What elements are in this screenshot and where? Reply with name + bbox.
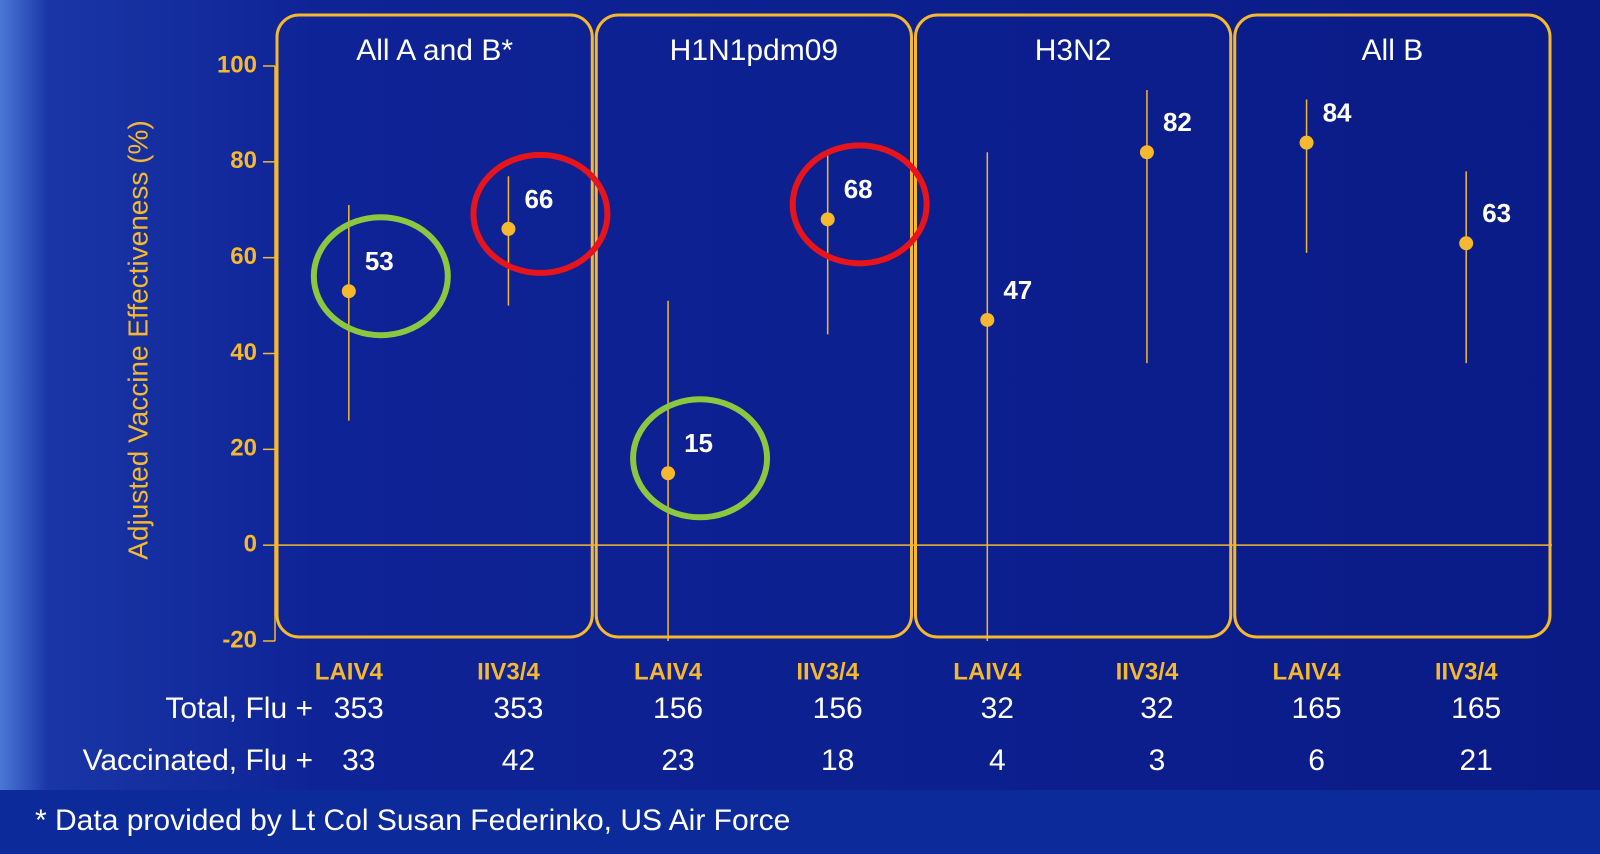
y-tick-label: 40 (230, 339, 257, 366)
x-tick-label: LAIV4 (1273, 658, 1342, 685)
table-value: 353 (493, 692, 543, 725)
panel-title: H3N2 (1035, 34, 1112, 67)
x-tick-label: LAIV4 (634, 658, 703, 685)
table-value: 6 (1308, 744, 1325, 777)
footnote: * Data provided by Lt Col Susan Federink… (35, 804, 790, 837)
table-value: 165 (1451, 692, 1501, 725)
panel (275, 13, 594, 639)
table-value: 3 (1149, 744, 1166, 777)
x-tick-label: IIV3/4 (1116, 658, 1179, 685)
point (341, 284, 356, 299)
panel (1233, 13, 1552, 639)
data-label: 47 (1003, 275, 1032, 305)
panel-title: All A and B* (356, 34, 513, 67)
y-tick-label: 60 (230, 243, 257, 270)
point (501, 221, 516, 236)
x-tick-label: IIV3/4 (477, 658, 540, 685)
table-value: 42 (502, 744, 535, 777)
panel-title: All B (1362, 34, 1424, 67)
table-value: 23 (661, 744, 694, 777)
data-label: 63 (1482, 198, 1511, 228)
footer-band (0, 790, 1600, 854)
table-value: 165 (1292, 692, 1342, 725)
table-row-label: Total, Flu + (165, 692, 313, 725)
data-label: 82 (1163, 107, 1192, 137)
data-label: 68 (844, 174, 873, 204)
point (820, 212, 835, 227)
y-tick-label: -20 (222, 626, 257, 653)
table-row-label: Vaccinated, Flu + (83, 744, 313, 777)
point (1139, 145, 1154, 160)
x-tick-label: LAIV4 (315, 658, 384, 685)
table-value: 353 (334, 692, 384, 725)
panel-title: H1N1pdm09 (670, 34, 838, 67)
y-tick-label: 20 (230, 435, 257, 462)
data-label: 15 (684, 428, 713, 458)
highlight-circle (310, 214, 451, 339)
data-label: 66 (524, 184, 553, 214)
data-label: 53 (365, 246, 394, 276)
table-value: 156 (653, 692, 703, 725)
table-value: 33 (342, 744, 375, 777)
x-tick-label: LAIV4 (953, 658, 1022, 685)
panel (594, 13, 913, 639)
highlight-circle (789, 142, 930, 267)
x-tick-label: IIV3/4 (1435, 658, 1498, 685)
point (1459, 236, 1474, 251)
x-tick-label: IIV3/4 (796, 658, 859, 685)
y-tick-label: 80 (230, 147, 257, 174)
panel (914, 13, 1233, 639)
table-value: 18 (821, 744, 854, 777)
table-value: 32 (981, 692, 1014, 725)
table-value: 21 (1460, 744, 1493, 777)
table-value: 156 (813, 692, 863, 725)
highlight-circle (470, 151, 611, 276)
y-axis-label: Adjusted Vaccine Effectiveness (%) (122, 120, 153, 559)
data-label: 84 (1323, 98, 1352, 128)
highlight-circle (630, 396, 771, 521)
point (661, 466, 676, 481)
table-value: 4 (989, 744, 1006, 777)
y-tick-label: 100 (217, 51, 257, 78)
point (1299, 135, 1314, 150)
point (980, 312, 995, 327)
table-value: 32 (1140, 692, 1173, 725)
y-tick-label: 0 (244, 531, 257, 558)
